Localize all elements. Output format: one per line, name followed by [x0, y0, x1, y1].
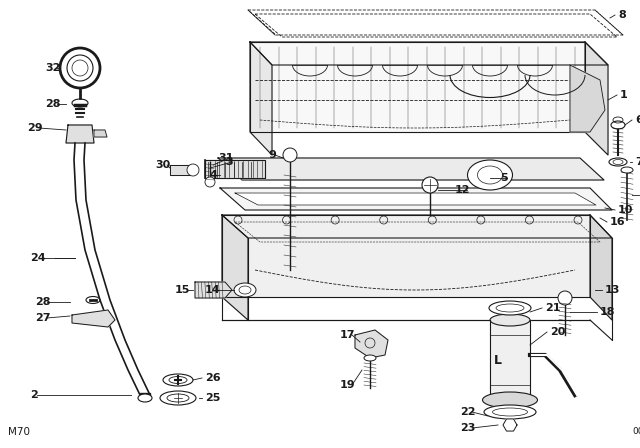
Polygon shape	[205, 160, 265, 178]
Ellipse shape	[160, 391, 196, 405]
Polygon shape	[250, 42, 585, 132]
Text: 1: 1	[620, 90, 628, 100]
Polygon shape	[220, 188, 612, 210]
Ellipse shape	[138, 394, 152, 402]
Text: 12: 12	[455, 185, 470, 195]
Polygon shape	[72, 310, 115, 327]
Ellipse shape	[467, 160, 513, 190]
Polygon shape	[140, 393, 150, 397]
Polygon shape	[570, 65, 605, 132]
Ellipse shape	[609, 158, 627, 166]
Text: 8: 8	[618, 10, 626, 20]
Text: 6: 6	[635, 115, 640, 125]
Ellipse shape	[169, 376, 187, 383]
Text: 17: 17	[340, 330, 355, 340]
Polygon shape	[490, 320, 530, 400]
Ellipse shape	[364, 355, 376, 361]
Text: 7: 7	[635, 157, 640, 167]
Text: 28: 28	[35, 297, 51, 307]
Text: 23: 23	[460, 423, 476, 433]
Text: 14: 14	[205, 285, 221, 295]
Text: 3: 3	[225, 157, 232, 167]
Text: 13: 13	[605, 285, 620, 295]
Text: 4: 4	[210, 170, 218, 180]
Ellipse shape	[163, 374, 193, 386]
Polygon shape	[590, 215, 612, 320]
Polygon shape	[503, 419, 517, 431]
Circle shape	[187, 164, 199, 176]
Text: 29: 29	[27, 123, 43, 133]
Polygon shape	[222, 215, 248, 320]
Circle shape	[205, 177, 215, 187]
Polygon shape	[355, 330, 388, 358]
Text: 9: 9	[268, 150, 276, 160]
Ellipse shape	[621, 167, 633, 173]
Text: L: L	[494, 353, 502, 366]
Text: 27: 27	[35, 313, 51, 323]
Text: 5: 5	[500, 173, 508, 183]
Text: 10: 10	[618, 205, 634, 215]
Polygon shape	[235, 193, 596, 205]
Text: 24: 24	[30, 253, 45, 263]
Text: 2: 2	[30, 390, 38, 400]
Ellipse shape	[234, 283, 256, 297]
Circle shape	[283, 148, 297, 162]
Ellipse shape	[484, 405, 536, 419]
Text: 30: 30	[155, 160, 170, 170]
Text: 20: 20	[550, 327, 565, 337]
Text: 19: 19	[340, 380, 356, 390]
Polygon shape	[585, 42, 608, 155]
Ellipse shape	[611, 121, 625, 129]
Polygon shape	[94, 130, 107, 137]
Text: M70: M70	[8, 427, 30, 437]
Text: 22: 22	[460, 407, 476, 417]
Polygon shape	[250, 42, 608, 65]
Text: 25: 25	[205, 393, 220, 403]
Polygon shape	[218, 158, 604, 180]
Text: 31: 31	[218, 153, 234, 163]
Circle shape	[558, 291, 572, 305]
Polygon shape	[222, 215, 612, 238]
Circle shape	[72, 60, 88, 76]
Polygon shape	[250, 42, 272, 155]
Polygon shape	[222, 215, 590, 297]
Polygon shape	[66, 125, 94, 143]
Text: 16: 16	[610, 217, 626, 227]
Text: 21: 21	[545, 303, 561, 313]
Polygon shape	[170, 165, 190, 175]
Text: 32: 32	[45, 63, 60, 73]
Ellipse shape	[483, 392, 538, 408]
Text: 18: 18	[600, 307, 616, 317]
Text: 0000CCS2: 0000CCS2	[632, 427, 640, 436]
Text: 26: 26	[205, 373, 221, 383]
Text: 28: 28	[45, 99, 61, 109]
Circle shape	[422, 177, 438, 193]
Ellipse shape	[490, 314, 530, 326]
Ellipse shape	[489, 301, 531, 315]
Polygon shape	[195, 282, 232, 298]
Text: 15: 15	[175, 285, 190, 295]
